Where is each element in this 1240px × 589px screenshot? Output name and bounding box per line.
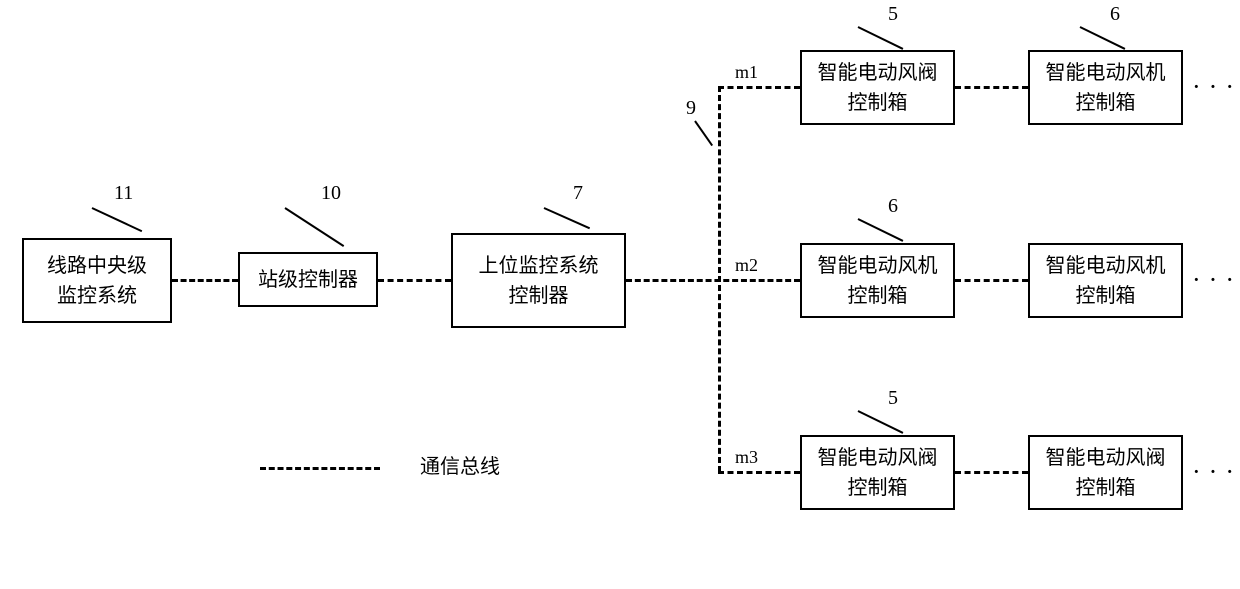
num-9: 9 (686, 98, 696, 118)
node-fan-box-r1b: 智能电动风机 控制箱 (1028, 50, 1183, 125)
num-10: 10 (321, 183, 341, 203)
node-valve-box-r1a: 智能电动风阀 控制箱 (800, 50, 955, 125)
ellipsis-row3: ···· (1192, 457, 1240, 487)
bus-n7-branch (626, 279, 800, 282)
legend-label: 通信总线 (420, 457, 500, 477)
leader-9 (694, 120, 713, 146)
ellipsis-row2: ···· (1192, 265, 1240, 295)
bus-r1a-r1b (955, 86, 1028, 89)
node-fan-box-r2a: 智能电动风机 控制箱 (800, 243, 955, 318)
num-6-r1: 6 (1110, 4, 1120, 24)
bus-vertical-branch (718, 86, 721, 472)
diagram-canvas: 线路中央级 监控系统 站级控制器 上位监控系统 控制器 智能电动风阀 控制箱 智… (0, 0, 1240, 589)
bus-branch-m3 (718, 471, 800, 474)
label-m2: m2 (735, 256, 758, 274)
num-11: 11 (114, 183, 133, 203)
leader-7 (544, 207, 590, 229)
num-7: 7 (573, 183, 583, 203)
bus-branch-m1 (718, 86, 800, 89)
num-5-r1: 5 (888, 4, 898, 24)
legend-dash-sample (260, 467, 380, 470)
label-m1: m1 (735, 63, 758, 81)
leader-10 (284, 207, 344, 247)
node-fan-box-r2b: 智能电动风机 控制箱 (1028, 243, 1183, 318)
node-valve-box-r3b: 智能电动风阀 控制箱 (1028, 435, 1183, 510)
leader-6-r2 (858, 218, 904, 242)
leader-5-r1 (858, 26, 904, 50)
leader-5-r3 (858, 410, 904, 434)
leader-6-r1 (1080, 26, 1126, 50)
bus-r3a-r3b (955, 471, 1028, 474)
num-6-r2: 6 (888, 196, 898, 216)
bus-n11-n10 (172, 279, 238, 282)
ellipsis-row1: ···· (1192, 72, 1240, 102)
node-valve-box-r3a: 智能电动风阀 控制箱 (800, 435, 955, 510)
node-station-controller: 站级控制器 (238, 252, 378, 307)
bus-r2a-r2b (955, 279, 1028, 282)
bus-n10-n7 (378, 279, 451, 282)
leader-11 (92, 207, 143, 232)
num-5-r3: 5 (888, 388, 898, 408)
node-line-central-monitor: 线路中央级 监控系统 (22, 238, 172, 323)
node-upper-monitor-controller: 上位监控系统 控制器 (451, 233, 626, 328)
label-m3: m3 (735, 448, 758, 466)
